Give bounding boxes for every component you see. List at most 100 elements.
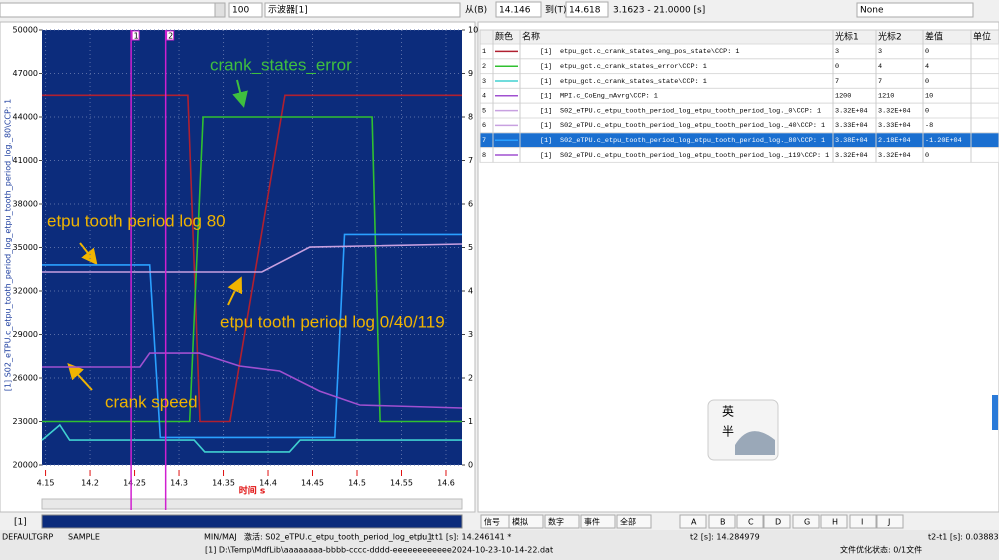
tab-label[interactable]: C: [748, 518, 754, 527]
x-tick-label: 14.55: [390, 479, 413, 488]
tab-label[interactable]: 信号: [484, 517, 500, 527]
signal-name: S02_eTPU.c_etpu_tooth_period_log_etpu_to…: [560, 122, 825, 130]
cell: 0: [925, 107, 929, 115]
slider[interactable]: [0, 2, 226, 18]
cell: 1210: [878, 93, 894, 101]
column-header: 光标1: [835, 31, 859, 43]
v-slider[interactable]: [992, 395, 998, 430]
annotation: etpu tooth period log 80: [47, 211, 226, 230]
tab[interactable]: [792, 514, 820, 529]
zoom-select[interactable]: [228, 2, 263, 18]
y-axis-label: [1] S02_eTPU.c_etpu_tooth_period_log_etp…: [4, 99, 13, 391]
y2-tick-label: 7: [468, 156, 473, 165]
cell: 4: [878, 63, 882, 71]
cell: 3.32E+04: [835, 152, 868, 160]
table-row[interactable]: [479, 73, 999, 89]
row-tag: [1]: [540, 107, 552, 115]
y2-tick-label: 3: [468, 330, 473, 339]
tab-label[interactable]: D: [775, 518, 781, 527]
h-scrollbar[interactable]: [41, 498, 463, 510]
y-tick-label: 26000: [13, 374, 38, 383]
tab[interactable]: [679, 514, 707, 529]
annotation: etpu tooth period log 0/40/119: [220, 312, 445, 331]
tab-label[interactable]: G: [804, 518, 810, 527]
y-tick-label: 44000: [13, 113, 38, 122]
tab-label[interactable]: 数字: [548, 517, 564, 527]
y2-tick-label: 0: [468, 461, 473, 470]
slider-button[interactable]: [214, 2, 226, 18]
table-header: [479, 29, 999, 45]
status-item: 激活: S02_eTPU.c_etpu_tooth_period_log_etp…: [244, 532, 434, 542]
tab-label[interactable]: B: [720, 518, 726, 527]
table-row[interactable]: [479, 43, 999, 60]
tab[interactable]: [849, 514, 877, 529]
status-item: l: 1 t1 [s]: 14.246141 *: [420, 533, 511, 542]
table-row[interactable]: [479, 87, 999, 104]
tab-label[interactable]: 模拟: [512, 517, 528, 527]
cell: 7: [835, 78, 839, 86]
cursor-label: 2: [168, 32, 173, 41]
y-tick-label: 35000: [13, 243, 38, 252]
table-row[interactable]: [479, 58, 999, 75]
tab[interactable]: [508, 514, 544, 529]
row-tag: [1]: [540, 78, 552, 86]
x-tick-label: 14.3: [170, 479, 188, 488]
y-tick-label: 47000: [13, 69, 38, 78]
tab-label[interactable]: A: [691, 518, 697, 527]
tab[interactable]: [1]: [14, 518, 27, 528]
signal-name: S02_eTPU.c_etpu_tooth_period_log_etpu_to…: [560, 137, 825, 145]
column-header: 光标2: [878, 31, 902, 43]
filter-select[interactable]: [856, 2, 974, 18]
zoom: 100: [232, 6, 249, 16]
cell: 10: [925, 93, 933, 101]
tab[interactable]: [616, 514, 652, 529]
y2-tick-label: 2: [468, 374, 473, 383]
trace: [42, 94, 462, 423]
status-item: t2-t1 [s]: 0.038838: [928, 533, 999, 542]
watermark: 半: [722, 425, 734, 439]
row-tag: [1]: [540, 152, 552, 160]
tab-label[interactable]: I: [861, 518, 863, 527]
row-tag: [1]: [540, 48, 552, 56]
cell: 4: [925, 63, 929, 71]
row-index: 2: [482, 63, 486, 71]
status-item: t2 [s]: 14.284979: [690, 533, 760, 542]
logo-art: [735, 431, 775, 455]
x-tick-label: 14.35: [212, 479, 235, 488]
arrow: [79, 242, 98, 266]
tab[interactable]: [736, 514, 764, 529]
signal-name: S02_eTPU.c_etpu_tooth_period_log_etpu_to…: [560, 152, 829, 160]
row-index: 5: [482, 107, 486, 115]
status-item: DEFAULTGRP: [2, 533, 53, 542]
tab-label[interactable]: 事件: [584, 517, 600, 527]
to: 14.618: [569, 6, 601, 16]
view-select[interactable]: [264, 2, 461, 18]
row-index: 1: [482, 48, 486, 56]
y-tick-label: 38000: [13, 200, 38, 209]
cell: -8: [925, 122, 933, 130]
tab[interactable]: [876, 514, 904, 529]
row-index: 6: [482, 122, 486, 130]
view: 示波器[1]: [268, 4, 308, 16]
tab[interactable]: [580, 514, 616, 529]
tab[interactable]: [820, 514, 848, 529]
tab[interactable]: [763, 514, 791, 529]
x-tick-label: 4.15: [37, 479, 55, 488]
x-tick-label: 14.4: [259, 479, 277, 488]
tab-label[interactable]: H: [832, 518, 838, 527]
plot-area: [42, 30, 462, 465]
cell: 3.38E+04: [835, 137, 868, 145]
y2-tick-label: 1: [468, 417, 473, 426]
from-input[interactable]: [495, 1, 542, 18]
y2-tick-label: 8: [468, 113, 473, 122]
tab[interactable]: [544, 514, 580, 529]
filter: None: [860, 6, 884, 16]
tab-label[interactable]: J: [887, 518, 890, 527]
tab-label[interactable]: 全部: [620, 517, 636, 527]
tab[interactable]: [708, 514, 736, 529]
to-input[interactable]: [565, 1, 609, 18]
signal-name: MPI.c_CoEng_nAvrg\CCP: 1: [560, 93, 658, 101]
watermark: 英: [722, 405, 734, 419]
